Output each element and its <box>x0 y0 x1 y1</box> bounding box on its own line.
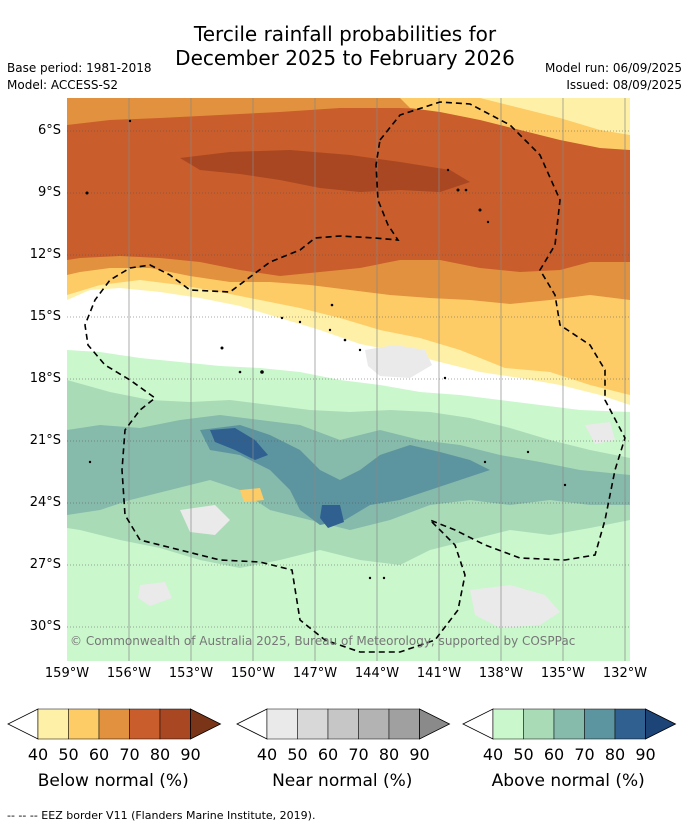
near-colorbar-high-arrow <box>419 708 451 740</box>
below-colorbar-segment <box>129 708 161 740</box>
longitude-label: 159°W <box>44 666 90 681</box>
below-colorbar-segment <box>37 708 69 740</box>
near-colorbar-segment <box>358 708 390 740</box>
latitude-label: 6°S <box>37 123 61 138</box>
below-colorbar-tick: 70 <box>119 745 140 764</box>
above-normal-colorbar <box>462 708 677 740</box>
near-colorbar-tick: 40 <box>256 745 278 764</box>
above-colorbar-segment <box>523 708 555 740</box>
above-colorbar-high-arrow <box>645 708 677 740</box>
near-40-patch-2 <box>470 585 560 628</box>
near-colorbar-tick: 90 <box>409 745 430 764</box>
below-colorbar-tick: 80 <box>149 745 171 764</box>
below-normal-colorbar <box>7 708 222 740</box>
above-colorbar-segment <box>584 708 616 740</box>
below-colorbar-low-arrow <box>7 708 39 740</box>
above-colorbar-tick: 90 <box>635 745 656 764</box>
latitude-label: 24°S <box>29 495 61 510</box>
probability-field <box>67 98 630 661</box>
longitude-label: 135°W <box>540 666 586 681</box>
above-colorbar-tick: 70 <box>574 745 595 764</box>
model-info: Base period: 1981-2018 Model: ACCESS-S2 <box>7 60 152 94</box>
above-colorbar-title: Above normal (%) <box>491 771 645 791</box>
near-normal-colorbar <box>236 708 451 740</box>
near-colorbar-segment <box>297 708 329 740</box>
below-colorbar-title: Below normal (%) <box>37 771 189 791</box>
white-band-west <box>90 298 170 332</box>
latitude-label: 30°S <box>29 619 61 634</box>
longitude-label: 150°W <box>230 666 276 681</box>
below-colorbar-tick: 60 <box>88 745 110 764</box>
below-colorbar-segment <box>98 708 130 740</box>
below-colorbar-tick: 50 <box>58 745 79 764</box>
eez-border <box>84 101 626 653</box>
above-colorbar-segment <box>492 708 524 740</box>
below-40-patch-sw <box>240 488 264 502</box>
model-name: Model: ACCESS-S2 <box>7 78 119 92</box>
above-colorbar-tick: 50 <box>513 745 534 764</box>
latitude-label: 15°S <box>29 309 61 324</box>
near-colorbar-segment <box>327 708 359 740</box>
below-colorbar-tick: 90 <box>180 745 201 764</box>
graticule <box>67 130 630 628</box>
below-40-patch-ne <box>480 98 630 135</box>
below-colorbar-tick: 40 <box>27 745 49 764</box>
above-80-patch <box>320 505 344 528</box>
latitude-label: 9°S <box>37 185 61 200</box>
below-colorbar-segment <box>68 708 100 740</box>
near-colorbar-low-arrow <box>236 708 268 740</box>
above-colorbar-segment <box>614 708 646 740</box>
near-colorbar-segment <box>388 708 420 740</box>
near-40-patch-4 <box>138 582 172 606</box>
near-40-patch-3 <box>180 505 230 535</box>
eez-note: -- -- -- EEZ border V11 (Flanders Marine… <box>7 809 316 822</box>
below-80-region <box>180 150 470 192</box>
near-40-patch-5 <box>585 422 615 444</box>
below-colorbar-high-arrow <box>190 708 222 740</box>
above-80-region <box>210 428 268 460</box>
title-line-2: December 2025 to February 2026 <box>175 46 515 70</box>
model-run-date: Model run: 06/09/2025 <box>544 61 682 75</box>
above-colorbar-segment <box>553 708 585 740</box>
near-colorbar-tick: 80 <box>378 745 400 764</box>
title-line-1: Tercile rainfall probabilities for <box>193 22 497 46</box>
longitude-label: 156°W <box>106 666 152 681</box>
near-colorbar-tick: 60 <box>317 745 339 764</box>
latitude-label: 27°S <box>29 557 61 572</box>
above-70-region <box>200 425 490 525</box>
near-colorbar-tick: 70 <box>348 745 369 764</box>
above-colorbar-tick: 80 <box>604 745 626 764</box>
near-colorbar-segment <box>266 708 298 740</box>
copyright-text: © Commonwealth of Australia 2025, Bureau… <box>70 634 576 648</box>
map-title: Tercile rainfall probabilities for Decem… <box>0 22 690 70</box>
below-colorbar-segment <box>159 708 191 740</box>
longitude-label: 132°W <box>602 666 648 681</box>
above-colorbar-tick: 40 <box>482 745 504 764</box>
longitude-label: 147°W <box>292 666 338 681</box>
longitude-label: 138°W <box>478 666 524 681</box>
islands <box>85 119 567 580</box>
issued-date: Issued: 08/09/2025 <box>566 78 682 92</box>
above-colorbar-low-arrow <box>462 708 494 740</box>
above-colorbar-tick: 60 <box>543 745 565 764</box>
run-info: Model run: 06/09/2025 Issued: 08/09/2025 <box>545 60 682 94</box>
latitude-label: 21°S <box>29 433 61 448</box>
near-40-patch-1 <box>365 345 432 378</box>
rainfall-map <box>67 98 630 661</box>
base-period: Base period: 1981-2018 <box>7 61 152 75</box>
below-70-region <box>67 108 630 276</box>
latitude-label: 18°S <box>29 371 61 386</box>
near-colorbar-tick: 50 <box>287 745 308 764</box>
near-colorbar-title: Near normal (%) <box>272 771 413 791</box>
longitude-label: 141°W <box>416 666 462 681</box>
longitude-label: 144°W <box>354 666 400 681</box>
latitude-label: 12°S <box>29 247 61 262</box>
longitude-label: 153°W <box>168 666 214 681</box>
